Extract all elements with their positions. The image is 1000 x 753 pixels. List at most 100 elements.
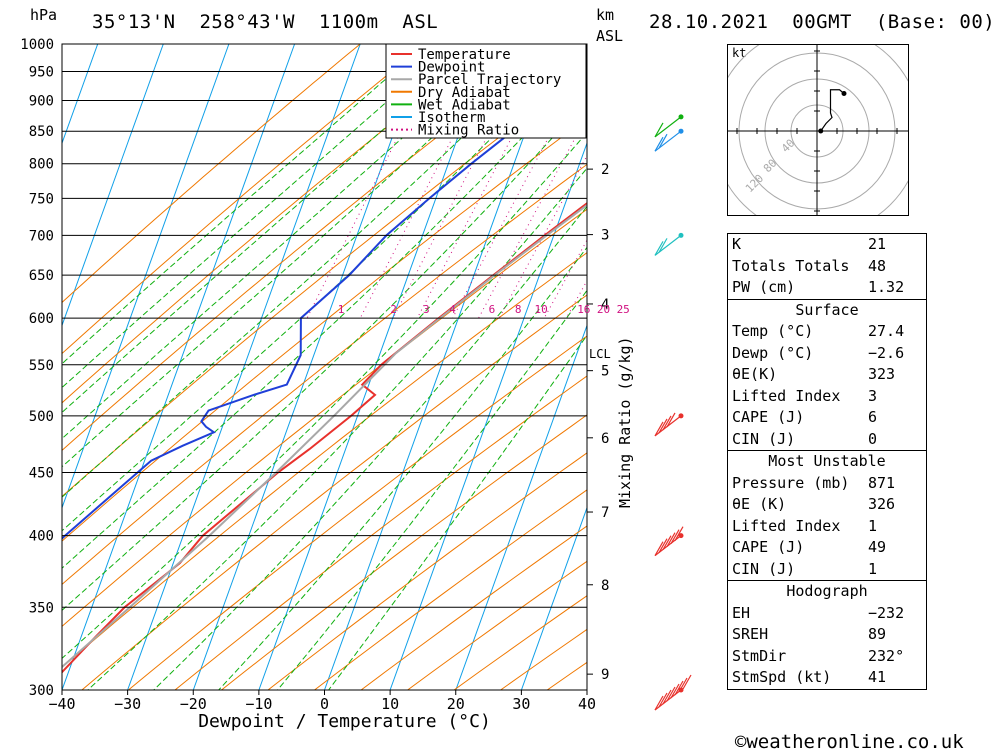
mixing-ratio-label: 4: [449, 303, 456, 316]
most-unstable-index-row: Lifted Index 1: [728, 516, 926, 538]
isotherm-line: [62, 44, 295, 690]
pressure-label: 350: [29, 600, 54, 616]
credit[interactable]: ©weatheronline.co.uk: [712, 709, 964, 753]
dry-adiabat-line: [0, 44, 557, 690]
wet-adiabat-line: [329, 44, 794, 690]
wet-adiabat-line: [27, 44, 662, 690]
mixing-ratio-label: 2: [390, 303, 397, 316]
pressure-label: 850: [29, 124, 54, 140]
wet-adiabat-line: [0, 44, 478, 690]
wind-barb: [655, 675, 691, 710]
copyright-icon: ©: [735, 731, 746, 753]
most-unstable-index-row: CIN (J) 1: [728, 559, 926, 581]
x-tick-label: −40: [48, 695, 75, 713]
general-index-value: 1.32: [868, 277, 922, 299]
most-unstable-index-row: Pressure (mb)871: [728, 473, 926, 495]
pressure-label: 400: [29, 529, 54, 545]
wet-adiabat-line: [0, 44, 531, 690]
dry-adiabat-line: [0, 44, 623, 690]
pressure-label: 900: [29, 94, 54, 110]
surface-index-value: 3: [868, 386, 922, 408]
hodograph-ring-label: 40: [779, 137, 798, 156]
pressure-label: 550: [29, 358, 54, 374]
wind-barb: [655, 527, 684, 556]
hodograph-index-row: StmSpd (kt)41: [728, 667, 926, 689]
mixing-ratio-label: 1: [338, 303, 345, 316]
hodograph-index-value: 232°: [868, 646, 922, 668]
dry-adiabat-line: [0, 44, 820, 690]
most-unstable-index-value: 326: [868, 494, 922, 516]
most-unstable-index-label: θE (K): [732, 494, 786, 516]
surface-index-value: 6: [868, 407, 922, 429]
plot-frame: [62, 44, 587, 690]
hodograph-index-label: StmDir: [732, 646, 786, 668]
x-axis-label: Dewpoint / Temperature (°C): [198, 711, 491, 732]
hodograph-index-value: −232: [868, 603, 922, 625]
surface-index-label: Lifted Index: [732, 386, 840, 408]
dry-adiabat-line: [0, 44, 360, 690]
most-unstable-index-label: Lifted Index: [732, 516, 840, 538]
mixing-ratio-line: [589, 44, 744, 318]
lcl-label: LCL: [589, 347, 611, 361]
isotherm-line: [259, 44, 492, 690]
wet-adiabat-line: [0, 44, 583, 690]
hodograph-start-dot: [818, 129, 823, 134]
wind-barb: [655, 114, 684, 136]
most-unstable-index-value: 1: [868, 559, 922, 581]
x-tick-label: 40: [578, 695, 596, 713]
dry-adiabat-line: [0, 44, 688, 690]
mixing-ratio-label: 10: [535, 303, 548, 316]
hodograph-stats-title: Hodograph: [728, 581, 926, 603]
surface-index-label: CIN (J): [732, 429, 795, 451]
km-tick-label: 7: [601, 505, 609, 521]
pressure-label: 650: [29, 268, 54, 284]
wet-adiabat-line: [0, 44, 452, 690]
surface-index-label: Temp (°C): [732, 321, 813, 343]
km-tick-label: 5: [601, 364, 609, 380]
most-unstable-index-value: 871: [868, 473, 922, 495]
surface-index-row: CIN (J)0: [728, 429, 926, 451]
mixing-ratio-line: [566, 44, 719, 318]
mixing-ratio-label: 6: [489, 303, 496, 316]
most-unstable-index-value: 1: [868, 516, 922, 538]
hodograph-index-label: SREH: [732, 624, 768, 646]
wind-barb: [655, 129, 684, 152]
isotherm-line: [193, 44, 425, 690]
surface-title: Surface: [728, 300, 926, 322]
km-tick-label: 3: [601, 228, 609, 244]
mixing-ratio-label: 20: [597, 303, 610, 316]
wind-barb: [655, 413, 684, 436]
surface-index-value: 323: [868, 364, 922, 386]
pressure-label: 450: [29, 465, 54, 481]
legend-label: Mixing Ratio: [418, 123, 519, 139]
wind-barb-flag: [655, 123, 663, 137]
most-unstable-index-label: CIN (J): [732, 559, 795, 581]
hodograph-end-dot: [842, 91, 847, 96]
mixing-ratio-label: 3: [423, 303, 430, 316]
surface-index-row: Lifted Index 3: [728, 386, 926, 408]
surface-index-value: 27.4: [868, 321, 922, 343]
x-tick-label: −30: [114, 695, 141, 713]
hodograph-index-value: 89: [868, 624, 922, 646]
hodograph-stats-section: Hodograph EH −232 SREH 89 StmDir 232°StmSpd (…: [728, 580, 926, 689]
mixing-ratio-label: 25: [617, 303, 630, 316]
pressure-label: 700: [29, 228, 54, 244]
credit-text: weatheronline.co.uk: [746, 731, 963, 753]
km-tick-label: 8: [601, 578, 609, 594]
mixing-ratio-label: 8: [515, 303, 522, 316]
hodograph-index-row: SREH 89: [728, 624, 926, 646]
wet-adiabat-line: [0, 44, 557, 690]
hodograph-index-label: EH: [732, 603, 750, 625]
isotherm-line: [128, 44, 361, 690]
pressure-label: 800: [29, 157, 54, 173]
general-index-label: Totals Totals: [732, 256, 849, 278]
surface-index-value: −2.6: [868, 343, 922, 365]
mixing-ratio-label: 16: [577, 303, 590, 316]
hodograph-index-row: EH −232: [728, 603, 926, 625]
